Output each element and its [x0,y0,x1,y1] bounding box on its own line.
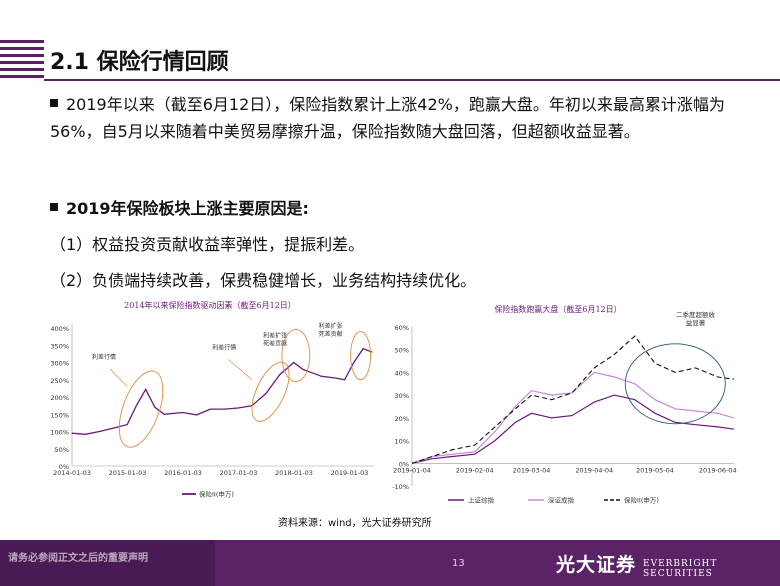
y-tick-label: 60% [395,324,409,332]
x-tick-label: 2017-01-03 [220,469,258,477]
y-tick-label: 0% [59,463,69,471]
series-line-shenzhen [411,371,735,464]
page-number: 13 [452,558,465,569]
insurance-index-drivers-chart: 2014年以来保险指数驱动因素（截至6月12日） 0% 50% 100% 150% 200… [50,300,374,499]
legend-label: 保险II(申万) [199,490,234,499]
y-tick-label: 20% [395,415,409,423]
annotation-label: 利差扩张 [319,322,343,330]
annotation-arrow [228,359,253,381]
legend-label: 上证综指 [468,496,495,505]
annotation-label: 死差贡献 [263,340,287,348]
x-tick-label: 2014-01-03 [53,469,91,477]
y-tick-label: 10% [395,438,409,446]
y-tick-label: 300% [50,360,69,368]
y-tick-label: 150% [50,411,69,419]
y-tick-label: 40% [395,369,409,377]
annotation-circle [350,331,372,381]
summary-text: 2019年以来（截至6月12日），保险指数累计上涨42%，跑赢大盘。年初以来最高… [50,95,725,141]
x-tick-label: 2019-01-03 [331,469,369,477]
y-tick-label: 250% [50,377,69,385]
annotation-arrow [109,368,128,387]
footer-disclaimer-block: 请务必参阅正文之后的重要声明 [0,540,215,586]
disclaimer-text: 请务必参阅正文之后的重要声明 [8,553,148,564]
chart-title: 2014年以来保险指数驱动因素（截至6月12日） [124,300,296,310]
summary-paragraph: 2019年以来（截至6月12日），保险指数累计上涨42%，跑赢大盘。年初以来最高… [50,91,745,145]
bullet-square-icon [50,203,58,211]
chart-title: 保险指数跑赢大盘（截至6月12日） [494,304,621,314]
subheading: 2019年保险板块上涨主要原因是: [50,195,309,222]
x-tick-label: 2015-01-03 [109,469,147,477]
bullet-square-icon [50,99,58,107]
y-tick-label: 350% [50,342,69,350]
x-tick-label: 2019-05-04 [636,466,674,474]
annotation-circle [118,370,164,448]
series-line-insurance [71,347,373,435]
subheading-text: 2019年保险板块上涨主要原因是: [66,199,309,218]
y-tick-label: 50% [55,446,69,454]
y-tick-label: 400% [50,325,69,333]
annotation-label: 益显著 [686,318,706,327]
x-tick-label: 2019-04-04 [575,466,613,474]
reason-2: （2）负债端持续改善，保费稳健增长，业务结构持续优化。 [50,271,477,290]
x-tick-label: 2019-06-04 [699,466,737,474]
series-line-insurance [411,335,735,464]
annotation-label: 利差行情 [92,353,116,361]
y-tick-label: 0% [399,460,409,468]
page-title: 2.1 保险行情回顾 [50,50,229,75]
reason-1: （1）权益投资贡献收益率弹性，提振利差。 [50,235,365,254]
annotation-label: 利差行情 [212,343,236,351]
x-tick-label: 2019-01-04 [393,466,431,474]
footer-bar: 请务必参阅正文之后的重要声明 13 光大证券 EVERBRIGHT SECURI… [0,540,780,586]
legend-label: 深证成指 [548,496,575,505]
annotation-circle [251,361,290,422]
y-tick-label: 200% [50,394,69,402]
x-tick-label: 2016-01-03 [164,469,202,477]
decorative-stripes [0,40,44,78]
y-tick-label: 100% [50,429,69,437]
annotation-label: 二季度超额收 [676,310,716,319]
y-tick-label: 50% [395,347,409,355]
annotation-circle [624,343,726,425]
annotation-label: 死差贡献 [319,330,343,338]
brand-logo-cn: 光大证券 [556,554,637,576]
annotation-label: 利差扩张 [263,332,287,340]
x-tick-label: 2018-01-03 [275,469,313,477]
y-tick-label: -10% [392,483,409,491]
insurance-vs-market-chart: 保险指数跑赢大盘（截至6月12日） -10% 0% 10% 20% 30% 40% 50% 60… [392,304,737,505]
brand-logo-en: EVERBRIGHT SECURITIES [643,559,718,579]
x-tick-label: 2019-03-04 [513,466,551,474]
title-underline [44,39,780,81]
y-tick-label: 30% [395,392,409,400]
source-note: 资料来源：wind，光大证券研究所 [278,518,432,529]
x-tick-label: 2019-02-04 [456,466,494,474]
annotation-circle [281,329,311,383]
legend-label: 保险II(申万) [624,496,659,505]
